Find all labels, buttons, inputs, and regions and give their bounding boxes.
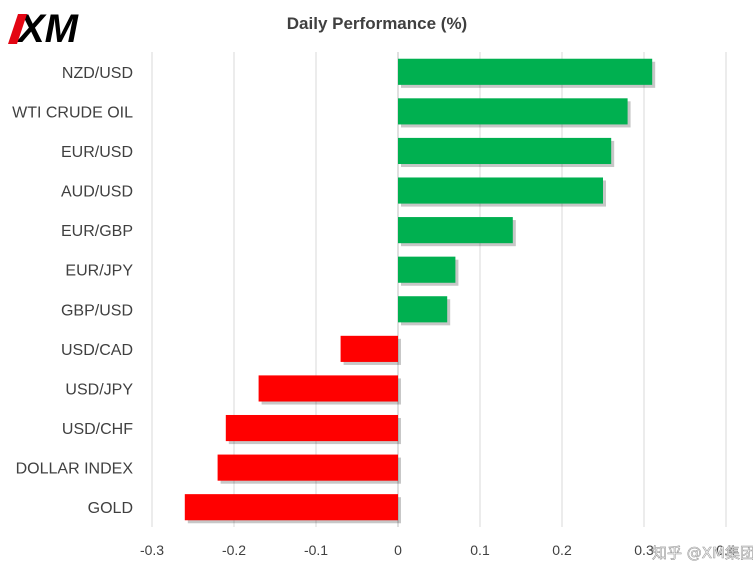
watermark: 知乎 @XM集团 bbox=[652, 544, 753, 562]
category-label: AUD/USD bbox=[61, 184, 133, 201]
bar bbox=[398, 296, 448, 323]
xm-logo-text: XM bbox=[16, 7, 80, 51]
category-label: EUR/GBP bbox=[61, 223, 133, 240]
bar bbox=[398, 58, 653, 85]
x-tick-label: 0.2 bbox=[552, 542, 572, 558]
x-tick-label: 0.1 bbox=[470, 542, 490, 558]
bar bbox=[398, 137, 612, 165]
x-tick-label: -0.3 bbox=[140, 542, 164, 558]
bar bbox=[258, 375, 398, 402]
xm-logo-accent bbox=[8, 14, 27, 44]
xm-logo: XM bbox=[8, 7, 80, 51]
chart-title: Daily Performance (%) bbox=[287, 14, 467, 33]
category-label: GBP/USD bbox=[61, 302, 133, 319]
bars bbox=[184, 58, 656, 524]
category-label: USD/JPY bbox=[65, 381, 133, 398]
bar bbox=[225, 414, 398, 442]
bar bbox=[398, 256, 456, 283]
bar bbox=[398, 98, 628, 125]
bar bbox=[398, 217, 513, 244]
x-tick-label: -0.1 bbox=[304, 542, 328, 558]
category-label: GOLD bbox=[88, 500, 133, 517]
x-tick-label: 0.4 bbox=[716, 542, 736, 558]
bar bbox=[340, 335, 398, 362]
category-labels: NZD/USD WTI CRUDE OIL EUR/USD AUD/USD EUR/GB… bbox=[12, 65, 133, 517]
category-label: WTI CRUDE OIL bbox=[12, 104, 133, 121]
category-label: USD/CHF bbox=[62, 421, 133, 438]
bar bbox=[398, 177, 603, 204]
category-label: EUR/JPY bbox=[65, 263, 133, 280]
category-label: USD/CAD bbox=[61, 342, 133, 359]
category-label: DOLLAR INDEX bbox=[16, 461, 134, 478]
x-tick-label: 0 bbox=[394, 542, 402, 558]
bar bbox=[217, 454, 398, 481]
category-label: NZD/USD bbox=[62, 65, 133, 82]
gridlines bbox=[151, 52, 727, 527]
x-tick-label: -0.2 bbox=[222, 542, 246, 558]
x-tick-label: 0.3 bbox=[634, 542, 654, 558]
bar bbox=[184, 494, 398, 521]
x-tick-labels: -0.3 -0.2 -0.1 0 0.1 0.2 0.3 0.4 bbox=[140, 542, 736, 558]
category-label: EUR/USD bbox=[61, 144, 133, 161]
